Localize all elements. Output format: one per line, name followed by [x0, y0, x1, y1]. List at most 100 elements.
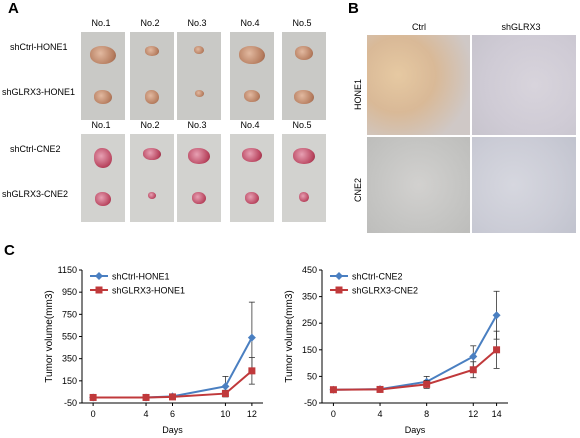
data-point-square: [469, 366, 477, 374]
ihc-row-cne2: CNE2: [353, 177, 363, 202]
ihc-cne2-shglrx3-image: [472, 137, 576, 233]
y-tick-label: 750: [62, 309, 77, 319]
tumor-photo-cell: [282, 32, 326, 120]
tumor-image: [294, 90, 314, 104]
x-tick-label: 4: [144, 409, 149, 419]
legend-label: shGLRX3-CNE2: [352, 286, 418, 296]
legend-label: shCtrl-HONE1: [112, 272, 170, 282]
panel-a-letter: A: [8, 0, 19, 17]
data-point-diamond: [221, 382, 230, 391]
tumor-image: [245, 192, 259, 204]
y-tick-label: 250: [302, 318, 317, 328]
tumor-photo-cell: [230, 134, 274, 222]
photo-col-label: No.1: [91, 18, 111, 28]
legend-marker-square: [95, 286, 103, 294]
tumor-image: [94, 148, 112, 168]
photo-col-label: No.5: [292, 18, 312, 28]
ihc-row-hone1: HONE1: [353, 78, 363, 110]
data-point-diamond: [469, 352, 478, 361]
x-tick-label: 8: [424, 409, 429, 419]
y-tick-label: -50: [64, 398, 77, 408]
tumor-image: [192, 192, 206, 204]
tumor-photo-cell: [230, 32, 274, 120]
data-point-square: [493, 346, 501, 354]
y-tick-label: 350: [62, 354, 77, 364]
y-tick-label: 150: [62, 376, 77, 386]
tumor-image: [299, 192, 309, 202]
tumor-image: [94, 90, 112, 104]
tumor-image: [145, 46, 159, 56]
photo-col-label: No.4: [240, 120, 260, 130]
tumor-image: [239, 46, 265, 64]
photo-row-label: shGLRX3-CNE2: [2, 189, 69, 199]
tumor-photo-cell: [177, 134, 221, 222]
panel-c-letter: C: [4, 242, 15, 259]
tumor-image: [194, 90, 204, 97]
x-tick-label: 0: [331, 409, 336, 419]
tumor-image: [145, 90, 159, 104]
data-point-square: [248, 367, 256, 375]
data-point-square: [142, 393, 150, 401]
photo-col-label: No.2: [140, 120, 160, 130]
photo-col-label: No.5: [292, 120, 312, 130]
data-point-square: [221, 390, 229, 398]
data-point-square: [329, 386, 337, 394]
x-tick-label: 10: [220, 409, 230, 419]
series-line-ctrl: [333, 314, 498, 391]
tumor-image: [95, 192, 111, 206]
y-tick-label: -50: [304, 398, 317, 408]
tumor-photo-cell: [81, 134, 125, 222]
photo-col-label: No.2: [140, 18, 160, 28]
photo-col-label: No.4: [240, 18, 260, 28]
panel-b-letter: B: [348, 0, 359, 17]
chart-cne2-tumor-volume: -50 50 150 250 350 450 0 4 8 12 14 Days Tumor volume…: [284, 265, 508, 435]
legend-marker-square: [335, 286, 343, 294]
y-tick-label: 50: [307, 371, 317, 381]
legend-marker-diamond: [95, 272, 103, 280]
x-tick-label: 14: [492, 409, 502, 419]
ihc-col-ctrl: Ctrl: [412, 22, 426, 32]
x-tick-label: 12: [468, 409, 478, 419]
tumor-photo-cell: [81, 32, 125, 120]
ihc-col-shglrx3: shGLRX3: [501, 22, 541, 32]
x-tick-label: 6: [170, 409, 175, 419]
legend-marker-diamond: [335, 272, 343, 280]
y-axis-label: Tumor volume(mm3): [284, 290, 295, 382]
tumor-image: [90, 46, 116, 64]
tumor-photo-cell: [282, 134, 326, 222]
photo-col-label: No.1: [91, 120, 111, 130]
tumor-image: [295, 46, 313, 60]
photo-row-label: shCtrl-CNE2: [10, 144, 61, 154]
data-point-diamond: [492, 311, 501, 320]
tumor-image: [244, 90, 260, 102]
y-tick-label: 350: [302, 292, 317, 302]
legend-label: shGLRX3-HONE1: [112, 286, 185, 296]
y-axis-label: Tumor volume(mm3): [44, 290, 55, 382]
photo-row-label: shCtrl-HONE1: [10, 42, 68, 52]
data-point-square: [169, 393, 176, 401]
x-axis-label: Days: [162, 425, 183, 435]
tumor-image: [242, 148, 262, 162]
ihc-hone1-ctrl-image: [367, 35, 470, 135]
ihc-hone1-shglrx3-image: [472, 35, 576, 135]
series-line-ctrl: [93, 337, 253, 399]
photo-col-label: No.3: [187, 18, 207, 28]
tumor-image: [148, 192, 156, 199]
tumor-photo-cell: [130, 32, 174, 120]
x-axis-label: Days: [405, 425, 426, 435]
x-tick-label: 12: [247, 409, 257, 419]
y-tick-label: 1150: [58, 265, 77, 275]
chart-hone1-tumor-volume: -50 150 350 550 750 950 1150 0 4 6 10 12 Days Tumor v…: [44, 265, 263, 435]
data-point-square: [423, 380, 431, 388]
y-tick-label: 950: [62, 287, 77, 297]
tumor-image: [293, 148, 315, 164]
tumor-photo-cell: [130, 134, 174, 222]
tumor-image: [143, 148, 161, 160]
data-point-square: [376, 385, 384, 393]
tumor-image: [194, 46, 204, 54]
photo-row-label: shGLRX3-HONE1: [2, 87, 76, 97]
legend-label: shCtrl-CNE2: [352, 272, 403, 282]
photo-col-label: No.3: [187, 120, 207, 130]
data-point-diamond: [247, 333, 256, 342]
y-tick-label: 450: [302, 265, 317, 275]
